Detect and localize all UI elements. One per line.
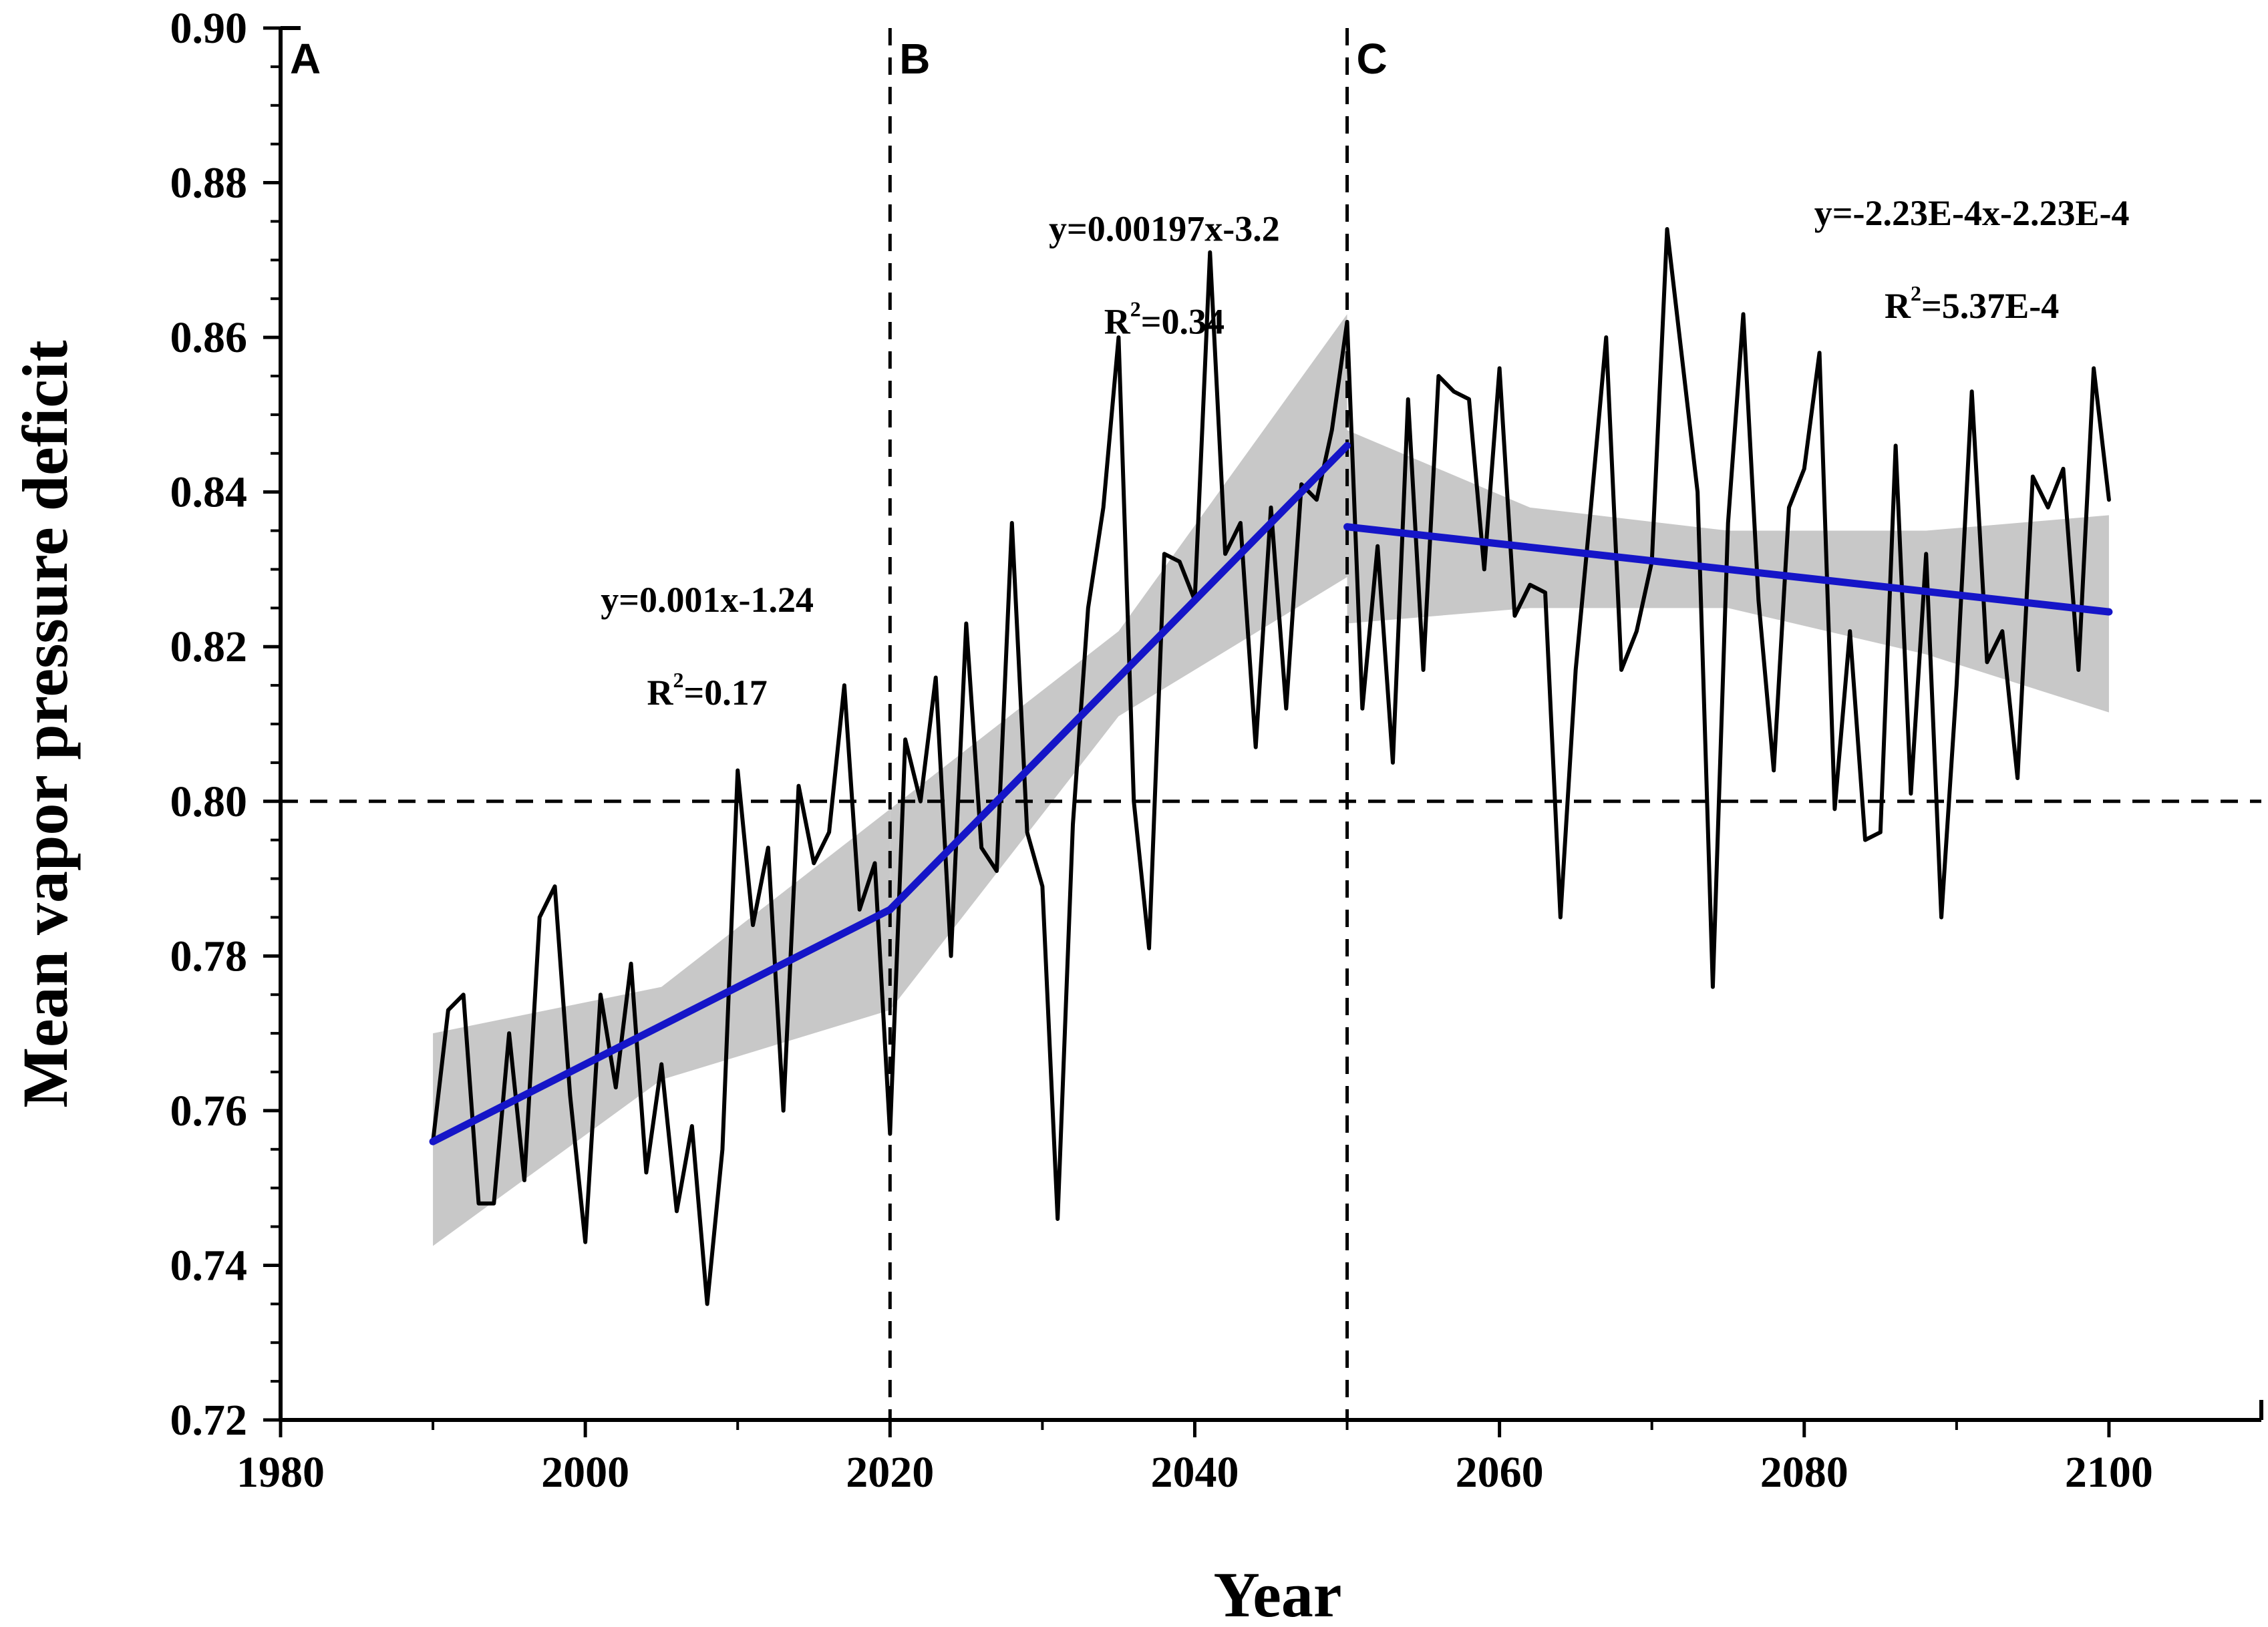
- y-tick-label: 0.80: [170, 777, 248, 826]
- series-line-vpd: [431, 227, 2111, 1306]
- y-tick-label: 0.72: [170, 1396, 248, 1445]
- r2-superscript: 2: [1130, 297, 1141, 321]
- fit-line-1: [429, 906, 894, 1145]
- y-tick-label: 0.74: [170, 1241, 248, 1290]
- regression-r2: R2=0.17: [647, 668, 767, 713]
- confidence-band-1: [890, 314, 1347, 1011]
- regression-r2: R2=5.37E-4: [1885, 281, 2059, 326]
- x-tick-label: 2000: [541, 1448, 629, 1497]
- axes-layer: [263, 26, 2263, 1437]
- y-axis-title: Mean vapor pressure deficit: [9, 340, 81, 1107]
- x-tick-label: 2020: [846, 1448, 934, 1497]
- x-tick-label: 2060: [1456, 1448, 1544, 1497]
- r2-superscript: 2: [673, 668, 683, 692]
- labels-layer: 1980 2000 2020 2040 2060 2080 2100 0.72 0.74 0.76…: [9, 4, 2153, 1627]
- y-tick-label: 0.90: [170, 4, 248, 53]
- x-axis-title: Year: [1214, 1559, 1342, 1627]
- y-tick-label: 0.76: [170, 1087, 248, 1135]
- panel-label-A: A: [290, 35, 321, 83]
- y-tick-label: 0.88: [170, 159, 248, 208]
- x-tick-label: 2040: [1150, 1448, 1239, 1497]
- r2-letter: R: [647, 673, 673, 713]
- y-tick-label: 0.86: [170, 313, 248, 362]
- fit-line-2: [886, 441, 1351, 914]
- r2-superscript: 2: [1911, 281, 1921, 305]
- y-tick-label: 0.82: [170, 622, 248, 671]
- r2-value: =0.17: [683, 673, 767, 713]
- r2-value: =5.37E-4: [1921, 286, 2059, 326]
- regression-equation: y=0.001x-1.24: [601, 580, 814, 620]
- r2-letter: R: [1104, 301, 1131, 341]
- r2-value: =0.34: [1141, 301, 1225, 341]
- panel-label-B: B: [899, 35, 930, 83]
- reference-lines: [281, 28, 2261, 1420]
- y-tick-label: 0.78: [170, 932, 248, 980]
- r2-letter: R: [1885, 286, 1911, 326]
- regression-r2: R2=0.34: [1104, 297, 1225, 341]
- fit-line-3: [1343, 523, 2113, 616]
- series-layer: [429, 227, 2113, 1306]
- regression-equation: y=0.00197x-3.2: [1049, 208, 1280, 248]
- regression-equation: y=-2.23E-4x-2.23E-4: [1814, 193, 2130, 233]
- y-tick-label: 0.84: [170, 468, 248, 517]
- x-tick-label: 2080: [1760, 1448, 1848, 1497]
- panel-label-C: C: [1357, 35, 1388, 83]
- x-tick-label: 2100: [2065, 1448, 2153, 1497]
- x-tick-label: 1980: [236, 1448, 325, 1497]
